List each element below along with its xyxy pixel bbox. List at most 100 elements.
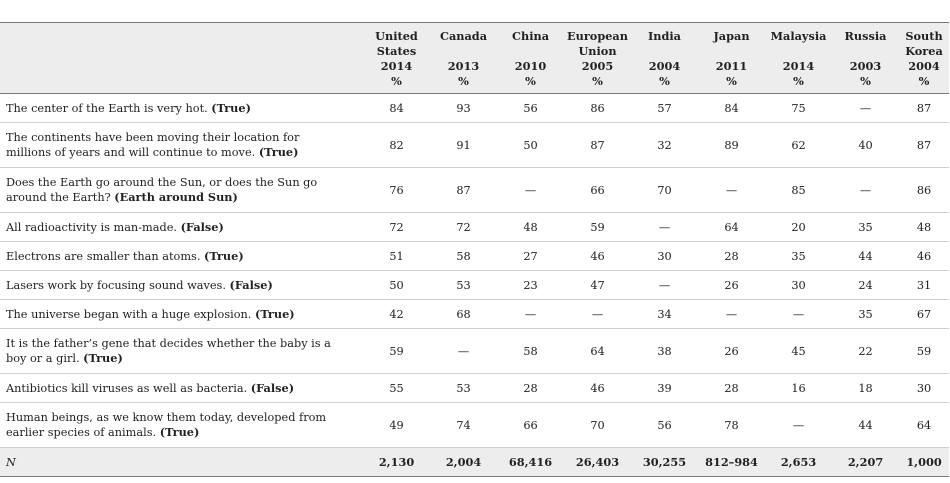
percent-cell: 40 xyxy=(832,122,899,168)
percent-cell: 76 xyxy=(363,167,430,213)
percent-cell: 64 xyxy=(698,212,765,242)
percent-cell: 58 xyxy=(497,328,564,374)
column-unit: % xyxy=(391,74,402,88)
column-label-line: Japan xyxy=(713,29,750,43)
column-header: China 2010% xyxy=(497,22,564,94)
percent-cell: 35 xyxy=(832,299,899,329)
column-year: 2005 xyxy=(581,59,614,73)
percent-cell: 64 xyxy=(564,328,631,374)
question-cell: The universe began with a huge explosion… xyxy=(0,299,363,329)
question-cell: Does the Earth go around the Sun, or doe… xyxy=(0,167,363,213)
question-cell: It is the father’s gene that decides whe… xyxy=(0,328,363,374)
percent-cell: — xyxy=(698,167,765,213)
column-label-line xyxy=(700,44,763,59)
percent-cell: 82 xyxy=(363,122,430,168)
correct-answer: (True) xyxy=(211,100,251,115)
percent-cell: — xyxy=(430,328,497,374)
sample-size-cell: 2,004 xyxy=(445,454,482,469)
sample-size-cell: 2,653 xyxy=(780,454,817,469)
percent-cell: 78 xyxy=(698,402,765,448)
question-text: Lasers work by focusing sound waves. xyxy=(6,278,226,292)
percent-cell: 44 xyxy=(832,402,899,448)
table-body: The center of the Earth is very hot. (Tr… xyxy=(0,93,949,477)
percent-cell: — xyxy=(631,270,698,300)
percent-cell: 57 xyxy=(631,93,698,123)
percent-cell: 87 xyxy=(899,122,949,168)
percent-cell: 48 xyxy=(899,212,949,242)
question-cell: Electrons are smaller than atoms. (True) xyxy=(0,241,363,271)
percent-cell: 72 xyxy=(430,212,497,242)
column-label-line xyxy=(834,44,897,59)
percent-cell: 31 xyxy=(899,270,949,300)
column-label-line xyxy=(767,44,830,59)
percent-cell: 93 xyxy=(430,93,497,123)
question-text: The continents have been moving their lo… xyxy=(6,131,300,159)
percent-cell: 47 xyxy=(564,270,631,300)
percent-cell: 51 xyxy=(363,241,430,271)
percent-cell: 46 xyxy=(564,241,631,271)
column-unit: % xyxy=(860,74,871,88)
column-year: 2014 xyxy=(782,59,815,73)
percent-cell: 45 xyxy=(765,328,832,374)
percent-cell: — xyxy=(564,299,631,329)
science-knowledge-table: United States 2014% Canada 2013% China 2010%… xyxy=(0,22,949,477)
percent-cell: 55 xyxy=(363,373,430,403)
percent-cell: 42 xyxy=(363,299,430,329)
percent-cell: 87 xyxy=(564,122,631,168)
percent-cell: 87 xyxy=(899,93,949,123)
question-text: The universe began with a huge explosion… xyxy=(6,307,252,321)
question-text: The center of the Earth is very hot. xyxy=(6,101,208,115)
column-label-line: Malaysia xyxy=(770,29,827,43)
correct-answer: (True) xyxy=(159,425,200,439)
percent-cell: 18 xyxy=(832,373,899,403)
table-row: Electrons are smaller than atoms. (True)… xyxy=(0,241,949,271)
column-header: Japan 2011% xyxy=(698,22,765,94)
column-header: United States 2014% xyxy=(363,22,430,94)
question-cell: Human beings, as we know them today, dev… xyxy=(0,402,363,448)
percent-cell: — xyxy=(765,299,832,329)
percent-cell: 56 xyxy=(631,402,698,448)
sample-size-cell: 2,130 xyxy=(378,454,415,469)
column-unit: % xyxy=(458,74,469,88)
percent-cell: 56 xyxy=(497,93,564,123)
percent-cell: 26 xyxy=(698,328,765,374)
question-text: Antibiotics kill viruses as well as bact… xyxy=(6,381,248,395)
percent-cell: 23 xyxy=(497,270,564,300)
sample-size-cell: 30,255 xyxy=(642,454,687,469)
percent-cell: 35 xyxy=(832,212,899,242)
cropped-caption-edge xyxy=(0,0,950,6)
table-row: The universe began with a huge explosion… xyxy=(0,299,949,329)
percent-cell: 75 xyxy=(765,93,832,123)
percent-cell: 87 xyxy=(430,167,497,213)
column-label-line: States xyxy=(376,44,417,58)
table-row: The center of the Earth is very hot. (Tr… xyxy=(0,93,949,123)
correct-answer: (True) xyxy=(204,248,244,263)
column-label-line: European xyxy=(567,29,628,43)
percent-cell: 28 xyxy=(698,373,765,403)
percent-cell: 84 xyxy=(698,93,765,123)
column-label-line: United xyxy=(375,29,418,43)
percent-cell: 28 xyxy=(497,373,564,403)
column-label-line xyxy=(633,44,696,59)
percent-cell: 38 xyxy=(631,328,698,374)
question-text: Electrons are smaller than atoms. xyxy=(6,249,201,263)
table-row: Does the Earth go around the Sun, or doe… xyxy=(0,167,949,213)
percent-cell: 28 xyxy=(698,241,765,271)
percent-cell: 70 xyxy=(631,167,698,213)
column-label-line: India xyxy=(647,29,681,43)
sample-size-cell: 2,207 xyxy=(847,454,884,469)
percent-cell: 91 xyxy=(430,122,497,168)
percent-cell: 66 xyxy=(564,167,631,213)
correct-answer: (Earth around Sun) xyxy=(114,190,238,204)
column-year: 2014 xyxy=(380,59,413,73)
question-text: Human beings, as we know them today, dev… xyxy=(6,411,327,439)
column-label-line xyxy=(432,44,495,59)
percent-cell: 58 xyxy=(430,241,497,271)
percent-cell: 62 xyxy=(765,122,832,168)
column-header: Malaysia 2014% xyxy=(765,22,832,94)
percent-cell: 53 xyxy=(430,270,497,300)
percent-cell: 70 xyxy=(564,402,631,448)
percent-cell: 35 xyxy=(765,241,832,271)
percent-cell: 72 xyxy=(363,212,430,242)
percent-cell: 44 xyxy=(832,241,899,271)
